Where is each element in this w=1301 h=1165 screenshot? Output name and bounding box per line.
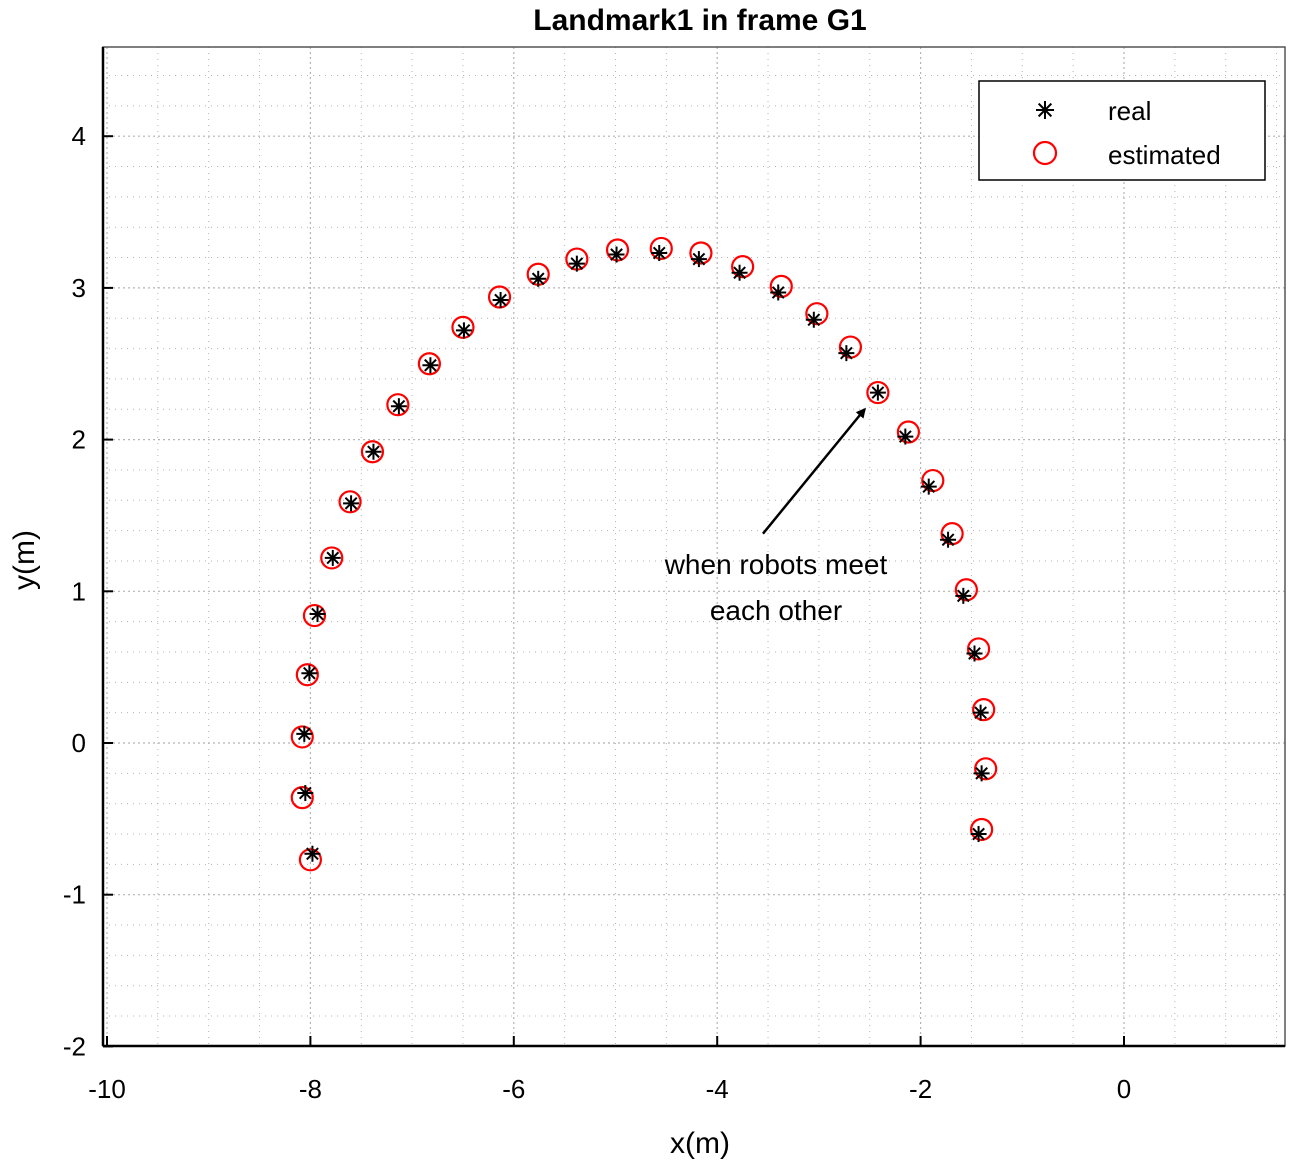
annotation-text-line-1: when robots meet	[664, 549, 888, 580]
y-axis-label: y(m)	[8, 530, 41, 590]
real-point	[530, 270, 547, 287]
minor-grid	[103, 47, 1285, 1046]
legend-estimated-label: estimated	[1108, 140, 1221, 170]
real-point	[365, 443, 382, 460]
x-tick-label: -2	[909, 1074, 932, 1104]
real-point	[390, 398, 407, 415]
x-axis-label: x(m)	[670, 1127, 730, 1160]
legend: real estimated	[978, 80, 1266, 181]
estimated-point	[320, 546, 344, 570]
estimated-point	[487, 285, 512, 309]
annotation-arrow	[761, 407, 866, 535]
real-point	[309, 606, 326, 623]
estimated-point	[896, 420, 920, 444]
real-point	[304, 845, 321, 862]
real-point	[940, 531, 957, 548]
legend-real-marker	[1036, 101, 1054, 119]
real-point	[973, 765, 990, 782]
real-point	[966, 645, 983, 662]
y-tick-labels: -2 -1 0 1 2 3 4	[63, 121, 86, 1061]
legend-estimated-marker	[1032, 140, 1058, 166]
real-point	[869, 384, 886, 401]
real-point	[297, 785, 314, 802]
estimated-point	[866, 380, 890, 405]
real-point	[690, 251, 707, 268]
real-point	[608, 246, 625, 263]
y-tick-label: 0	[72, 728, 86, 758]
x-tick-label: -4	[706, 1074, 729, 1104]
annotation: when robots meet each other	[664, 407, 888, 626]
real-point	[972, 704, 989, 721]
y-tick-label: 1	[72, 576, 86, 606]
real-point	[492, 292, 509, 309]
estimated-point	[302, 603, 327, 628]
real-point	[897, 428, 914, 445]
legend-box	[978, 80, 1266, 181]
estimated-point	[295, 663, 319, 687]
real-point	[731, 264, 748, 281]
real-point	[455, 322, 472, 339]
real-point	[920, 478, 937, 495]
y-tick-label: 3	[72, 273, 86, 303]
estimated-point	[290, 786, 314, 810]
estimated-point	[298, 848, 322, 872]
legend-circle	[1032, 140, 1058, 166]
estimated-point	[386, 393, 410, 417]
y-tick-label: -2	[63, 1031, 86, 1061]
annotation-text-line-2: each other	[710, 595, 842, 626]
series-estimated	[290, 236, 998, 872]
real-point	[422, 357, 439, 374]
series-real	[296, 245, 990, 862]
x-tick-label: -6	[502, 1074, 525, 1104]
estimated-point	[605, 238, 630, 262]
legend-real-label: real	[1108, 96, 1151, 126]
estimated-point	[417, 352, 441, 376]
x-tick-label: -8	[299, 1074, 322, 1104]
y-tick-label: 4	[72, 121, 86, 151]
estimated-point	[360, 440, 385, 464]
real-point	[970, 826, 987, 843]
y-tick-label: -1	[63, 880, 86, 910]
real-point	[651, 245, 668, 262]
axis-ticks	[103, 135, 1125, 1048]
estimated-point	[970, 817, 994, 842]
estimated-point	[974, 757, 998, 781]
estimated-point	[338, 490, 362, 514]
real-point	[296, 725, 313, 742]
real-point	[301, 665, 318, 682]
real-point	[955, 587, 972, 604]
y-tick-label: 2	[72, 425, 86, 455]
estimated-point	[689, 241, 713, 265]
chart-title: Landmark1 in frame G1	[533, 4, 866, 37]
x-tick-labels: -10 -8 -6 -4 -2 0	[88, 1074, 1131, 1104]
estimated-point	[451, 315, 475, 339]
estimated-point	[649, 236, 673, 261]
real-point	[324, 549, 341, 566]
estimated-point	[966, 637, 991, 661]
x-tick-label: 0	[1117, 1074, 1131, 1104]
estimated-point	[290, 725, 314, 749]
x-tick-label: -10	[88, 1074, 126, 1104]
real-point	[805, 311, 822, 328]
real-point	[343, 495, 360, 512]
plot-background	[103, 47, 1285, 1046]
legend-asterisk	[1036, 101, 1054, 119]
real-point	[838, 345, 855, 362]
estimated-point	[972, 698, 996, 722]
real-point	[568, 255, 585, 272]
real-point	[770, 284, 787, 301]
